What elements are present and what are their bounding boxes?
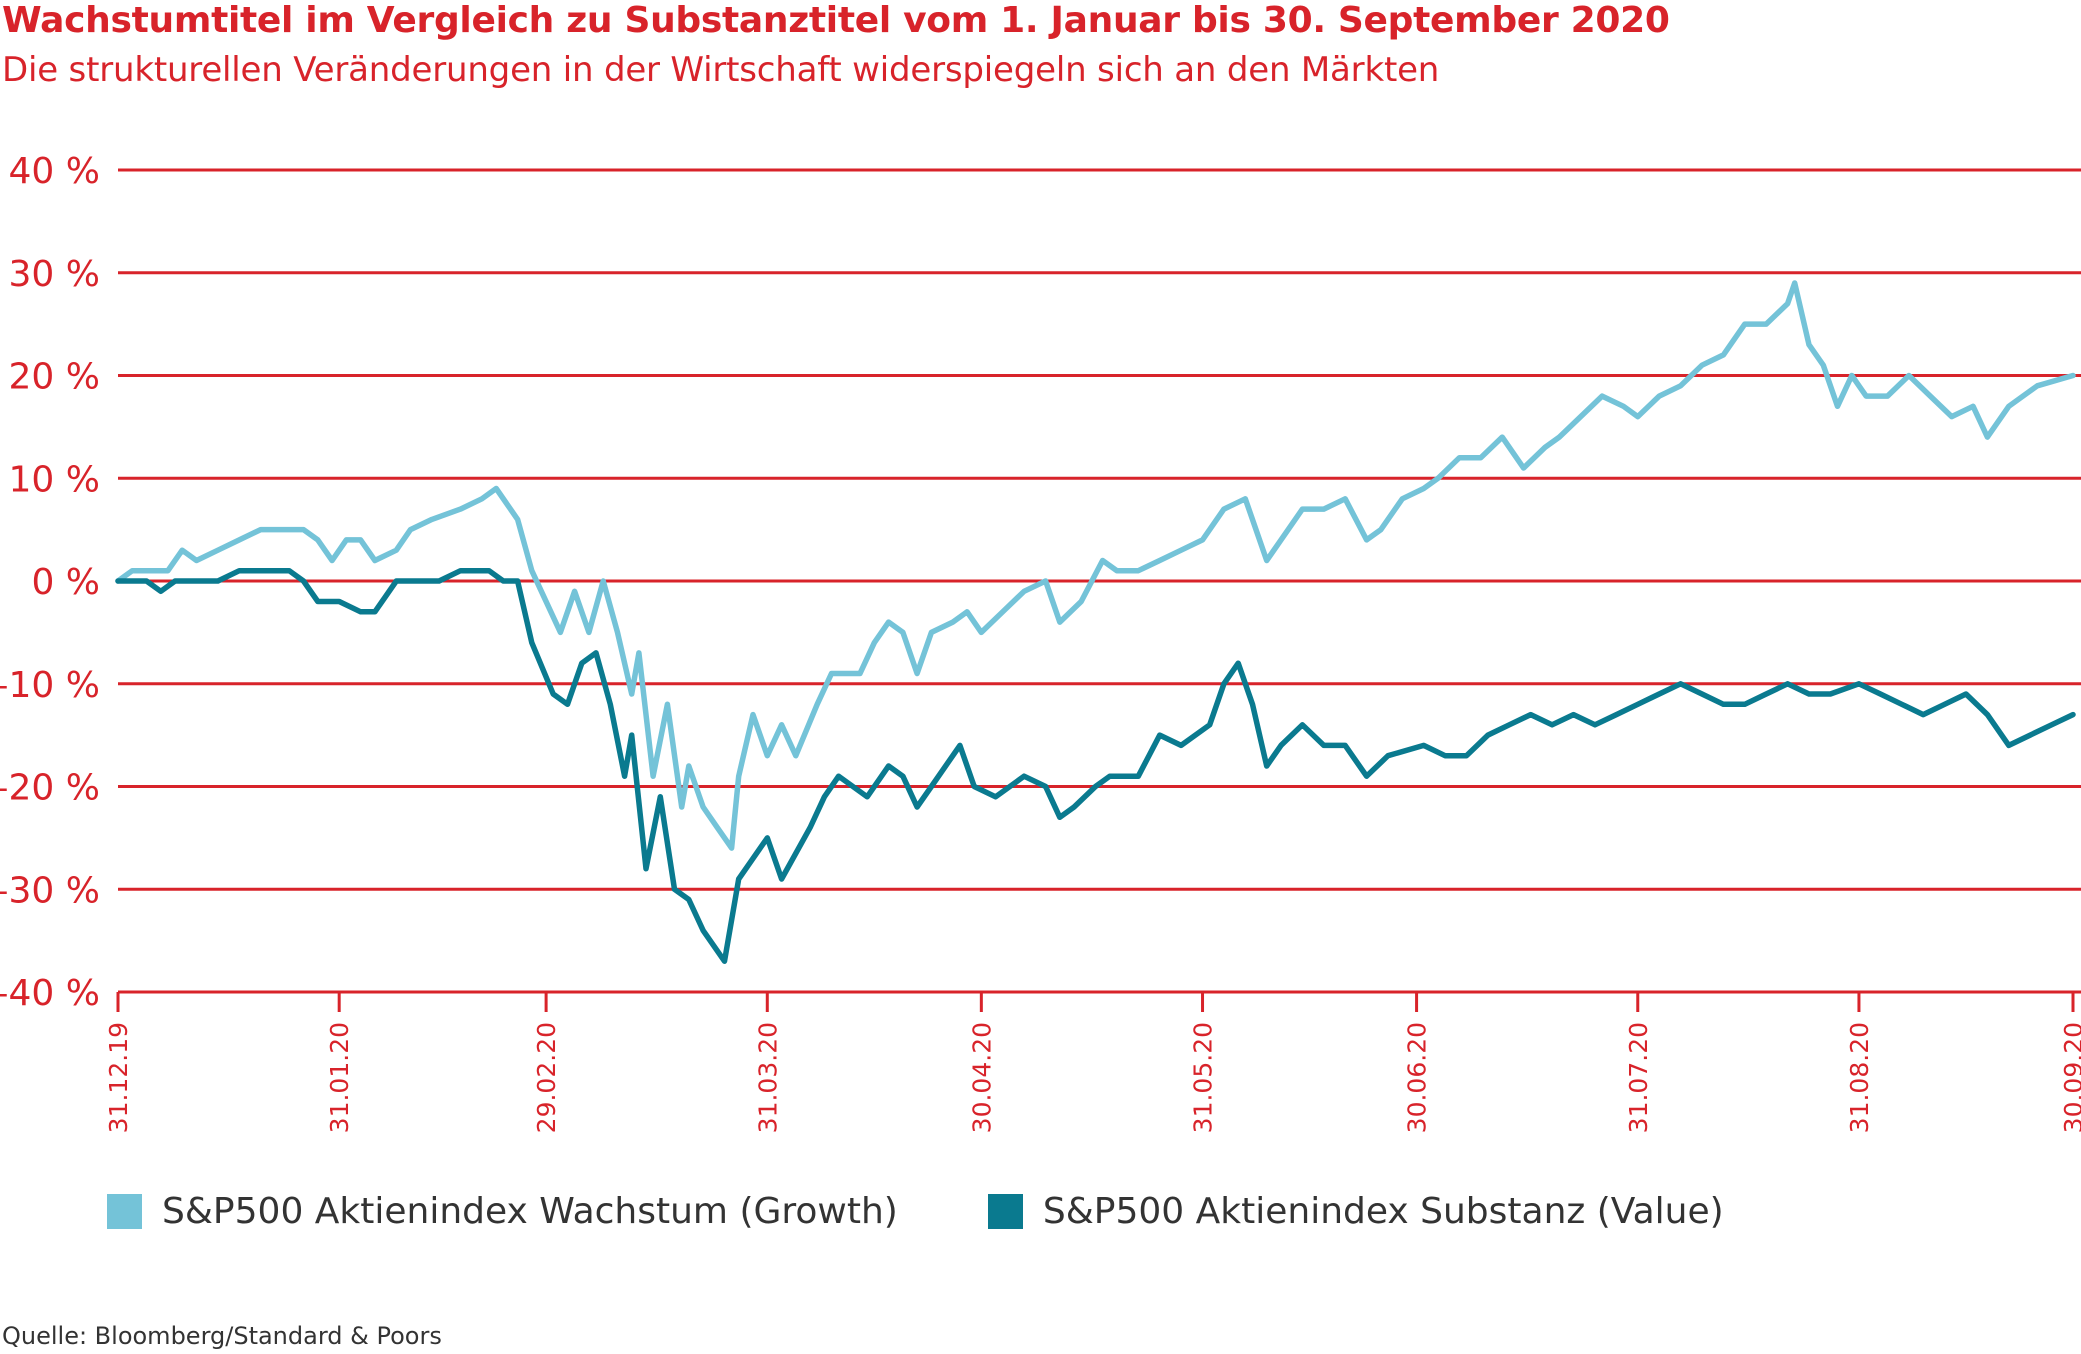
legend-swatch-growth (107, 1194, 142, 1229)
legend: S&P500 Aktienindex Wachstum (Growth) S&P… (107, 1191, 1814, 1232)
x-tick-label: 31.01.20 (325, 1022, 354, 1133)
x-tick-label: 29.02.20 (532, 1022, 561, 1133)
source-note: Quelle: Bloomberg/Standard & Poors (2, 1322, 442, 1350)
x-tick-label: 30.06.20 (1403, 1022, 1432, 1133)
x-tick-label: 31.03.20 (753, 1022, 782, 1133)
x-tick-label: 31.08.20 (1845, 1022, 1874, 1133)
x-tick-label: 30.04.20 (967, 1022, 996, 1133)
x-tick-label: 31.05.20 (1189, 1022, 1218, 1133)
legend-item-growth: S&P500 Aktienindex Wachstum (Growth) (107, 1191, 898, 1232)
series-line-value (115, 567, 2076, 964)
y-tick-label: 30 % (9, 254, 100, 295)
x-tick-label: 31.07.20 (1624, 1022, 1653, 1133)
y-tick-label: –40 % (0, 973, 100, 1014)
legend-label-growth: S&P500 Aktienindex Wachstum (Growth) (162, 1191, 898, 1232)
series-lines (115, 280, 2076, 964)
chart-subtitle: Die strukturellen Veränderungen in der W… (2, 50, 1440, 90)
x-axis: 31.12.19 31.01.20 29.02.20 31.03.20 30.04.20… (104, 992, 2081, 1133)
y-axis-tick-labels: 40 % 30 % 20 % 10 % 0 % –10 % –20 % –30 % –40 % (0, 151, 100, 1014)
legend-item-value: S&P500 Aktienindex Substanz (Value) (987, 1191, 1724, 1232)
series-line-growth (115, 280, 2076, 851)
y-tick-label: 0 % (31, 562, 100, 603)
x-tick-label: 30.09.20 (2059, 1022, 2081, 1133)
y-tick-label: –10 % (0, 665, 100, 706)
legend-label-value: S&P500 Aktienindex Substanz (Value) (1042, 1191, 1724, 1232)
y-tick-label: 10 % (9, 459, 100, 500)
x-tick-label: 31.12.19 (104, 1022, 133, 1133)
legend-swatch-value (987, 1194, 1023, 1229)
chart-title: Wachstumtitel im Vergleich zu Substanzti… (2, 0, 1670, 41)
y-tick-label: –20 % (0, 768, 100, 809)
y-tick-label: 40 % (9, 151, 100, 192)
y-tick-label: –30 % (0, 870, 100, 911)
y-tick-label: 20 % (9, 357, 100, 398)
